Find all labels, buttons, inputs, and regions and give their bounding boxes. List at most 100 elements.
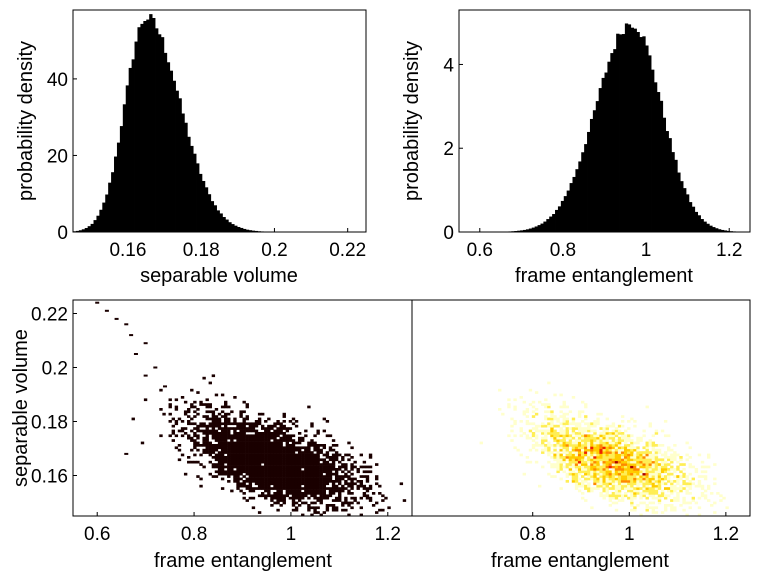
heatmap-cell	[605, 494, 609, 498]
heatmap-cell	[611, 453, 616, 457]
heatmap-cell	[571, 417, 576, 421]
scatter-cell	[368, 496, 373, 500]
scatter-cell	[331, 487, 336, 490]
heatmap-cell	[559, 410, 563, 414]
scatter-cell	[365, 494, 370, 498]
scatter-cell	[350, 496, 354, 500]
scatter-cell	[254, 422, 259, 426]
scatter-cell	[294, 441, 299, 445]
scatter-cell	[239, 412, 243, 416]
scatter-cell	[224, 444, 228, 447]
heatmap-cell	[544, 429, 548, 433]
scatter-cell	[227, 453, 231, 457]
scatter-cell	[196, 408, 200, 411]
heatmap-cell	[605, 482, 609, 486]
scatter-cell	[196, 460, 200, 464]
heatmap-cell	[596, 458, 600, 462]
scatter-cell	[260, 427, 265, 430]
scatter-cell	[279, 477, 283, 481]
heatmap-cell	[617, 424, 622, 428]
heatmap-cell	[584, 444, 588, 447]
heatmap-cell	[645, 480, 649, 483]
scatter-cell	[294, 492, 299, 495]
heatmap-cell	[611, 501, 616, 505]
heatmap-cell	[617, 482, 622, 486]
scatter-cell	[276, 456, 280, 459]
histogram-bar	[90, 223, 94, 232]
y-axis-label: probability density	[401, 41, 423, 201]
y-tick-label: 2	[443, 139, 454, 160]
scatter-cell	[239, 441, 243, 445]
scatter-cell	[365, 496, 370, 500]
heatmap-cell	[593, 420, 597, 423]
scatter-cell	[251, 487, 256, 490]
heatmap-cell	[568, 465, 573, 469]
scatter-cell	[341, 487, 345, 490]
heatmap-cell	[507, 403, 511, 406]
scatter-cell	[205, 429, 209, 433]
heatmap-cell	[608, 453, 613, 457]
heatmap-cell	[654, 506, 659, 510]
scatter-cell	[273, 448, 277, 452]
scatter-cell	[341, 456, 345, 459]
scatter-cell	[211, 410, 216, 414]
scatter-cell	[251, 451, 256, 454]
scatter-cell	[248, 463, 253, 466]
scatter-cell	[297, 477, 302, 481]
scatter-cell	[224, 456, 228, 459]
histogram-bar	[639, 37, 643, 233]
scatter-cell	[356, 480, 360, 483]
scatter-cell	[236, 460, 240, 464]
scatter-cell	[375, 511, 379, 514]
histogram-bar	[116, 142, 121, 232]
heatmap-cell	[565, 458, 570, 462]
scatter-cell	[341, 475, 345, 478]
heatmap-cell	[571, 458, 576, 462]
scatter-cell	[347, 470, 351, 474]
scatter-cell	[177, 458, 182, 462]
heatmap-cell	[624, 463, 628, 466]
scatter-cell	[211, 422, 216, 426]
heatmap-cell	[590, 439, 594, 442]
heatmap-cell	[581, 453, 585, 457]
heatmap-cell	[645, 487, 649, 490]
scatter-cell	[227, 420, 231, 423]
scatter-cell	[304, 494, 308, 498]
heatmap-cell	[553, 434, 557, 438]
scatter-cell	[304, 458, 308, 462]
scatter-cell	[310, 487, 314, 490]
heatmap-cell	[633, 420, 637, 423]
heatmap-cell	[599, 465, 603, 469]
heatmap-cell	[639, 460, 643, 464]
scatter-cell	[257, 439, 262, 442]
scatter-cell	[267, 484, 271, 488]
heatmap-cell	[590, 472, 594, 476]
scatter-cell	[227, 451, 231, 454]
scatter-cell	[217, 465, 222, 469]
scatter-cell	[291, 456, 296, 459]
heatmap-cell	[654, 460, 659, 464]
heatmap-cell	[559, 427, 563, 430]
histogram-bar	[659, 100, 664, 233]
scatter-cell	[257, 482, 262, 486]
scatter-cell	[288, 475, 293, 478]
heatmap-cell	[660, 475, 665, 478]
heatmap-cell	[584, 484, 588, 488]
heatmap-cell	[553, 436, 557, 440]
heatmap-cell	[630, 489, 634, 493]
heatmap-cell	[590, 429, 594, 433]
heatmap-cell	[651, 446, 656, 450]
heatmap-cell	[590, 446, 594, 450]
scatter-cell	[193, 427, 197, 430]
scatter-cell	[322, 458, 327, 462]
scatter-cell	[341, 504, 345, 507]
scatter-cell	[341, 463, 345, 466]
scatter-cell	[205, 424, 209, 428]
scatter-cell	[248, 475, 253, 478]
scatter-cell	[245, 484, 249, 488]
heatmap-cell	[706, 487, 711, 490]
heatmap-cell	[525, 460, 530, 464]
heatmap-cell	[522, 412, 526, 416]
heatmap-cell	[562, 415, 566, 418]
heatmap-cell	[617, 480, 622, 483]
